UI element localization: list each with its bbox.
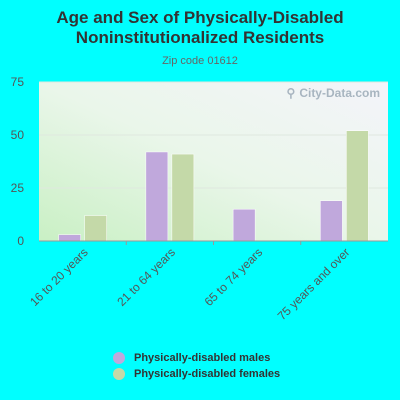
bar-males [320, 200, 343, 242]
bar-females [346, 130, 369, 242]
legend-item-males: Physically-disabled males [113, 350, 280, 366]
chart-title: Age and Sex of Physically-Disabled Nonin… [56, 8, 344, 47]
bar-females [171, 153, 195, 242]
x-tick-label: 65 to 74 years [202, 245, 266, 309]
x-tick-label: 75 years and over [275, 245, 353, 323]
chart-subtitle: Zip code 01612 [162, 55, 238, 67]
bar-males [58, 234, 81, 242]
legend-swatch-males [113, 352, 125, 364]
bar-males [145, 151, 169, 242]
watermark-text: City-Data.com [299, 86, 380, 100]
y-tick-label: 50 [11, 128, 25, 142]
x-tick-label: 21 to 64 years [114, 245, 178, 309]
y-tick-label: 25 [11, 181, 25, 195]
legend-swatch-females [113, 368, 125, 380]
bar-males [232, 208, 256, 242]
watermark: ⚲ City-Data.com [287, 86, 380, 100]
legend-item-females: Physically-disabled females [113, 366, 280, 382]
y-tick-label: 75 [11, 75, 25, 89]
legend-label-females: Physically-disabled females [134, 368, 281, 380]
bar-females [84, 215, 107, 242]
x-tick-label: 16 to 20 years [27, 245, 91, 309]
legend-label-males: Physically-disabled males [134, 352, 271, 364]
legend: Physically-disabled males Physically-dis… [113, 350, 280, 382]
search-icon: ⚲ [286, 86, 296, 100]
y-tick-label: 0 [17, 234, 24, 248]
